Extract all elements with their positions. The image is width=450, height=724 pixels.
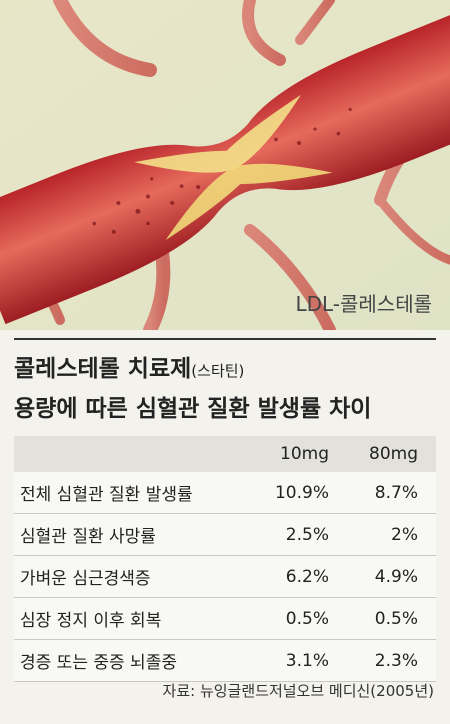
row-label: 가벼운 심근경색증 <box>14 555 258 598</box>
value-cell: 0.5% <box>347 597 436 640</box>
value-cell: 10.9% <box>258 472 347 514</box>
table-row: 심혈관 질환 사망률 2.5% 2% <box>14 513 436 556</box>
header-cell <box>14 436 258 472</box>
table-row: 가벼운 심근경색증 6.2% 4.9% <box>14 555 436 598</box>
row-label: 경증 또는 중증 뇌졸중 <box>14 639 258 682</box>
value-cell: 3.1% <box>258 639 347 682</box>
title-line1: 콜레스테롤 치료제 <box>14 356 192 382</box>
column-header: 80mg <box>347 436 436 472</box>
table-row: 전체 심혈관 질환 발생률 10.9% 8.7% <box>14 472 436 514</box>
table-row: 심장 정지 이후 회복 0.5% 0.5% <box>14 597 436 640</box>
row-label: 심장 정지 이후 회복 <box>14 597 258 640</box>
value-cell: 8.7% <box>347 472 436 514</box>
value-cell: 0.5% <box>258 597 347 640</box>
title: 콜레스테롤 치료제(스타틴) 용량에 따른 심혈관 질환 발생률 차이 <box>14 350 371 428</box>
title-note: (스타틴) <box>191 362 245 380</box>
value-cell: 2% <box>347 513 436 556</box>
value-cell: 6.2% <box>258 555 347 598</box>
image-caption: LDL-콜레스테롤 <box>295 292 432 316</box>
divider <box>14 338 436 340</box>
artery-illustration <box>0 0 450 330</box>
value-cell: 4.9% <box>347 555 436 598</box>
table-row: 경증 또는 중증 뇌졸중 3.1% 2.3% <box>14 639 436 682</box>
data-table: 10mg 80mg 전체 심혈관 질환 발생률 10.9% 8.7% 심혈관 질환 사망률… <box>14 436 436 682</box>
value-cell: 2.5% <box>258 513 347 556</box>
source: 자료: 뉴잉글랜드저널오브 메디신(2005년) <box>162 682 434 700</box>
title-line2: 용량에 따른 심혈관 질환 발생률 차이 <box>14 396 372 422</box>
header-row: 10mg 80mg <box>14 436 436 472</box>
row-label: 전체 심혈관 질환 발생률 <box>14 472 258 514</box>
row-label: 심혈관 질환 사망률 <box>14 513 258 556</box>
value-cell: 2.3% <box>347 639 436 682</box>
column-header: 10mg <box>258 436 347 472</box>
